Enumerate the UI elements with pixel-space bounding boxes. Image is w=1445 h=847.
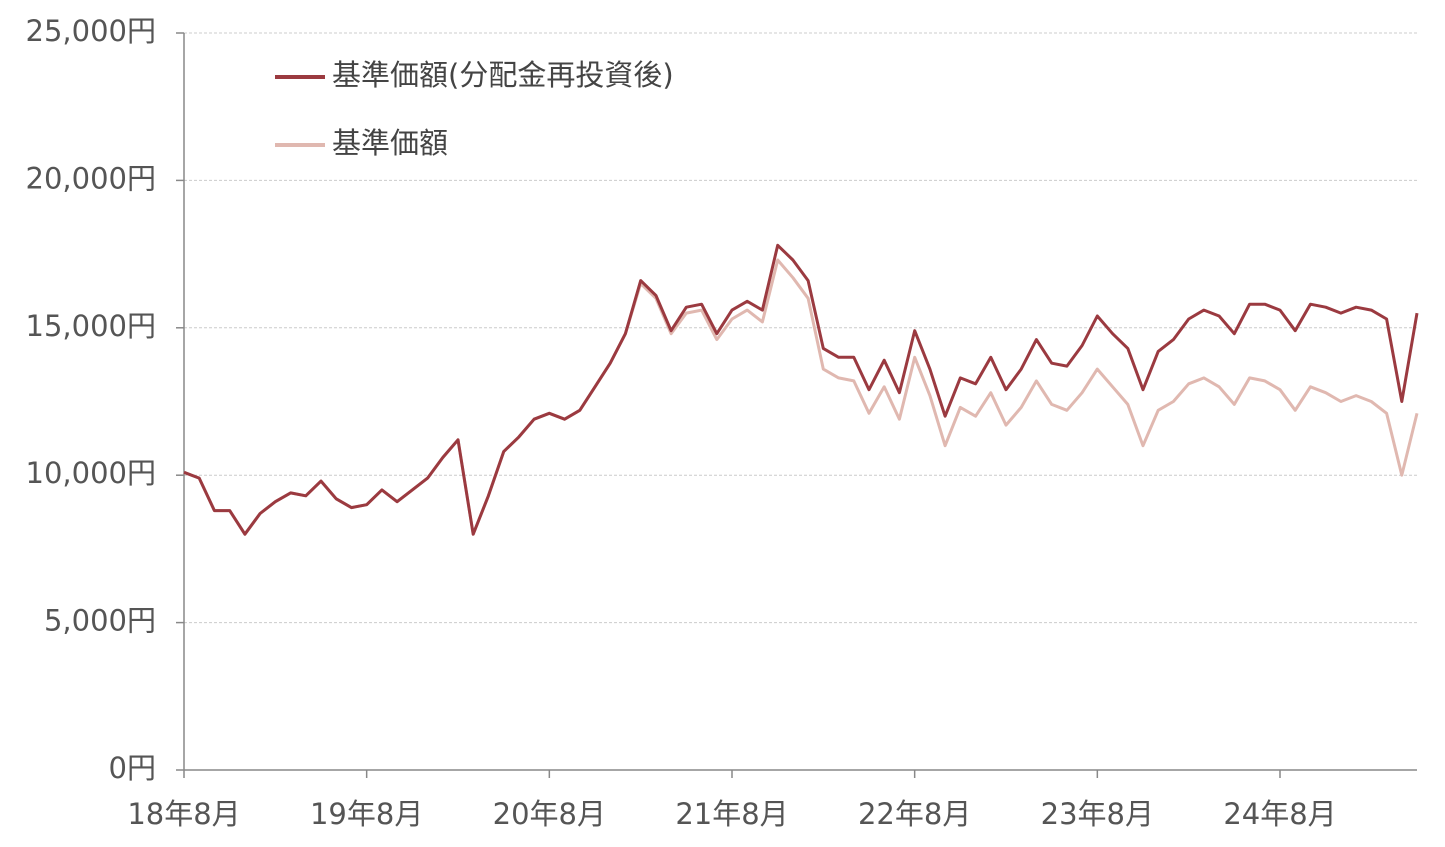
x-tick-label: 22年8月 bbox=[858, 797, 971, 831]
y-tick-label: 10,000円 bbox=[26, 456, 156, 490]
x-tick-label: 18年8月 bbox=[127, 797, 240, 831]
x-tick-label: 23年8月 bbox=[1041, 797, 1154, 831]
y-tick-label: 5,000円 bbox=[44, 604, 156, 638]
legend: 基準価額(分配金再投資後) 基準価額 bbox=[275, 58, 674, 160]
series-line bbox=[183, 258, 1419, 536]
x-tick-label: 24年8月 bbox=[1223, 797, 1336, 831]
legend-label: 基準価額 bbox=[332, 126, 448, 160]
legend-label: 基準価額(分配金再投資後) bbox=[332, 58, 674, 92]
y-tick-label: 15,000円 bbox=[26, 309, 156, 343]
x-tick-label: 21年8月 bbox=[675, 797, 788, 831]
series-line bbox=[183, 243, 1419, 536]
x-tick-label: 19年8月 bbox=[310, 797, 423, 831]
y-tick-label: 25,000円 bbox=[26, 14, 156, 48]
y-tick-label: 20,000円 bbox=[26, 161, 156, 195]
y-tick-label: 0円 bbox=[109, 751, 156, 785]
x-tick-label: 20年8月 bbox=[493, 797, 606, 831]
